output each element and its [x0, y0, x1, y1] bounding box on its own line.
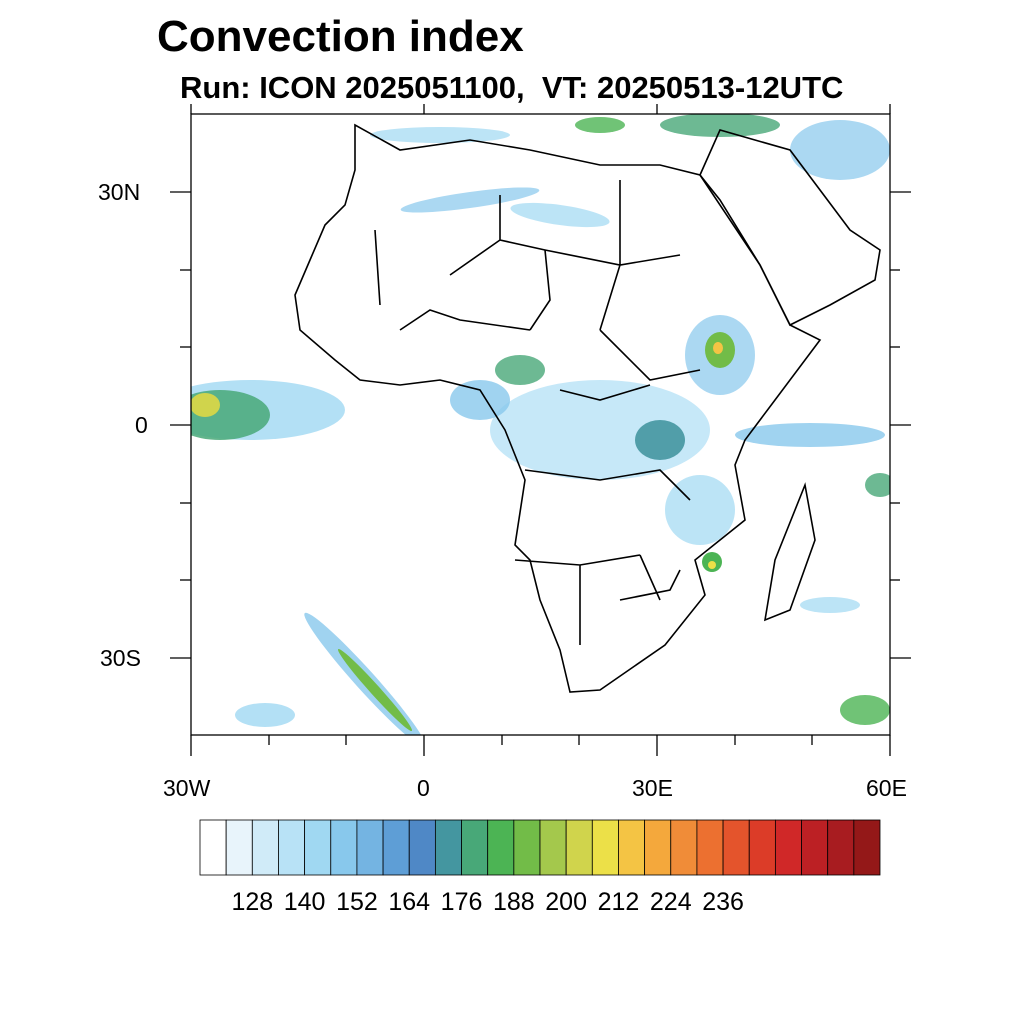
colorbar-swatch — [225, 819, 253, 876]
colorbar-swatch — [591, 819, 619, 876]
colorbar-swatch — [382, 819, 410, 876]
colorbar-swatch — [487, 819, 515, 876]
colorbar-swatch — [644, 819, 672, 876]
colorbar-swatch — [670, 819, 698, 876]
colorbar-swatch — [801, 819, 829, 876]
colorbar-swatch — [618, 819, 646, 876]
colorbar — [199, 819, 881, 876]
colorbar-tick-label: 188 — [492, 888, 535, 916]
colorbar-swatch — [251, 819, 279, 876]
colorbar-tick-label: 176 — [440, 888, 483, 916]
lat-label-0: 0 — [135, 412, 148, 438]
colorbar-swatch — [748, 819, 776, 876]
lat-label-30s: 30S — [100, 645, 141, 671]
lon-label-0: 0 — [417, 775, 430, 801]
colorbar-swatch — [722, 819, 750, 876]
colorbar-tick-label: 152 — [336, 888, 378, 916]
map-subtitle: Run: ICON 2025051100, VT: 20250513-12UTC — [180, 70, 844, 105]
colorbar-swatch — [330, 819, 358, 876]
map-title: Convection index — [157, 12, 524, 61]
colorbar-swatch — [434, 819, 462, 876]
colorbar-swatch — [461, 819, 489, 876]
colorbar-tick-label: 128 — [231, 888, 274, 916]
colorbar-swatch — [513, 819, 541, 876]
convection-field — [191, 114, 890, 735]
tick-marks — [170, 104, 911, 756]
colorbar-swatch — [539, 819, 567, 876]
coastline — [294, 123, 881, 693]
colorbar-swatch — [827, 819, 855, 876]
colorbar-tick-label: 224 — [649, 888, 692, 916]
lon-label-30w: 30W — [163, 775, 211, 801]
colorbar-swatch — [853, 819, 881, 876]
colorbar-tick-label: 164 — [388, 888, 431, 916]
colorbar-swatch — [278, 819, 306, 876]
lon-label-60e: 60E — [866, 775, 907, 801]
colorbar-tick-label: 212 — [597, 888, 640, 916]
colorbar-tick-label: 200 — [545, 888, 587, 916]
colorbar-swatch — [356, 819, 384, 876]
colorbar-swatch — [696, 819, 724, 876]
colorbar-swatch — [408, 819, 436, 876]
colorbar-swatch — [565, 819, 593, 876]
colorbar-tick-label: 236 — [702, 888, 744, 916]
colorbar-swatch — [774, 819, 802, 876]
colorbar-tick-label: 140 — [283, 888, 326, 916]
colorbar-swatch — [199, 819, 227, 876]
colorbar-swatch — [304, 819, 332, 876]
lon-label-30e: 30E — [632, 775, 673, 801]
lat-label-30n: 30N — [98, 179, 141, 205]
